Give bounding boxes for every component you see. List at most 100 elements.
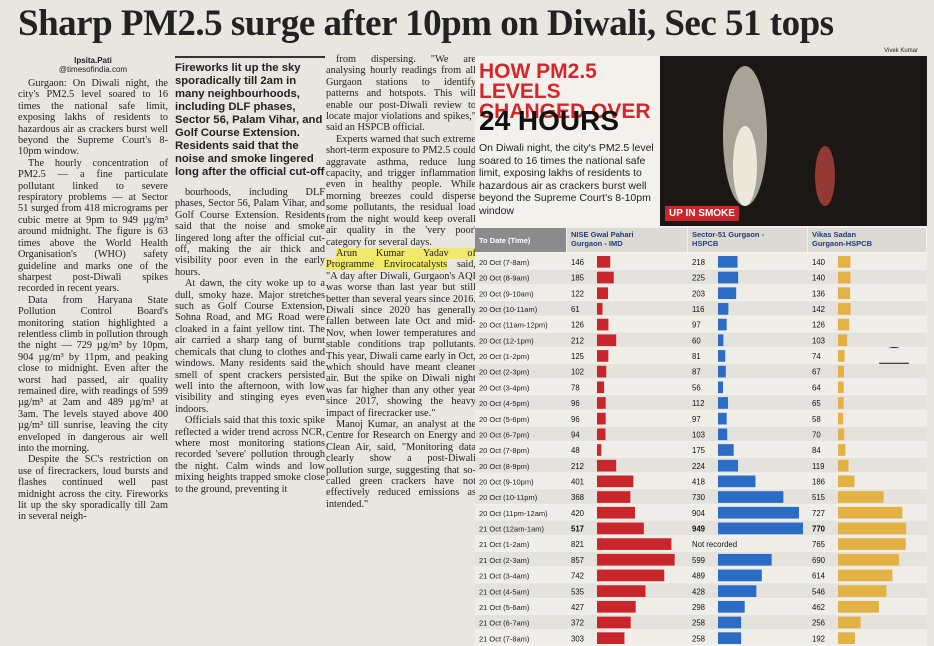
cell-value: 125 xyxy=(571,352,585,361)
bar xyxy=(597,553,675,566)
row-date: 20 Oct (11pm-12am) xyxy=(479,509,548,518)
cell-value: 770 xyxy=(812,525,826,534)
column-1: Ipsita.Pati @timesofindia.com Gurgaon: On… xyxy=(18,56,168,640)
bar xyxy=(838,287,851,300)
cell-value: 765 xyxy=(812,540,826,549)
bar xyxy=(718,350,726,362)
bar xyxy=(838,428,845,441)
bar xyxy=(718,553,772,566)
row-date: 20 Oct (5-6pm) xyxy=(479,415,530,424)
column-header-line: HSPCB xyxy=(692,239,719,248)
cell-value: 727 xyxy=(812,509,825,518)
bar xyxy=(838,475,855,488)
bar xyxy=(838,303,851,315)
bar xyxy=(838,538,906,550)
figure xyxy=(815,146,835,206)
bar xyxy=(718,271,739,284)
cell-value: 126 xyxy=(571,321,584,330)
cell-value: 64 xyxy=(812,383,821,392)
cell-value: 515 xyxy=(812,493,826,502)
row-bg xyxy=(475,489,927,504)
bar xyxy=(838,318,850,331)
column-header-line: Gurgaon-HSPCB xyxy=(812,239,873,248)
cell-value: 119 xyxy=(812,462,824,471)
cell-value: 546 xyxy=(812,587,825,596)
bar xyxy=(718,303,729,315)
cell-value: 126 xyxy=(812,321,825,330)
row-bg xyxy=(475,614,927,630)
bar xyxy=(597,506,636,519)
row-bg xyxy=(475,269,927,285)
row-date: 20 Oct (1-2pm) xyxy=(479,352,530,361)
bar xyxy=(597,256,611,268)
paragraph: The hourly concentration of PM2.5 — a fi… xyxy=(18,157,168,295)
column-header-line: Gurgaon - IMD xyxy=(571,239,623,248)
bar xyxy=(838,334,848,347)
bar xyxy=(838,444,846,456)
bar xyxy=(838,522,907,535)
cell-value: 690 xyxy=(812,556,826,565)
bar xyxy=(838,585,887,597)
cell-value: 949 xyxy=(692,525,706,534)
cell-value: 58 xyxy=(812,415,821,424)
row-bg xyxy=(475,301,927,316)
cell-value: 489 xyxy=(692,572,705,581)
bar xyxy=(597,522,644,535)
cell-value: 56 xyxy=(692,383,701,392)
row-bg xyxy=(475,630,927,645)
cell-value: 67 xyxy=(812,368,821,377)
bar xyxy=(597,585,646,597)
bar xyxy=(718,287,737,300)
row-date: 20 Oct (7-8am) xyxy=(479,258,530,267)
row-bg xyxy=(475,598,927,614)
bar xyxy=(597,334,617,347)
bar xyxy=(838,397,844,409)
highlight: Arun Kumar Yadav of Programme Envirocata… xyxy=(326,247,476,271)
bar xyxy=(597,318,609,331)
cell-value: 224 xyxy=(692,462,706,471)
bar xyxy=(838,600,879,613)
cell-value: 535 xyxy=(571,587,585,596)
row-bg xyxy=(475,473,927,489)
bar xyxy=(718,632,742,644)
cell-value: 103 xyxy=(812,336,825,345)
row-date: 21 Oct (6-7am) xyxy=(479,619,530,628)
column-body: from dispersing. "We are analysing hourl… xyxy=(326,54,476,248)
row-bg xyxy=(475,457,927,473)
bar xyxy=(718,506,799,519)
bar xyxy=(597,287,609,300)
row-date: 20 Oct (6-7pm) xyxy=(479,430,530,439)
bar xyxy=(597,412,606,425)
bar xyxy=(718,475,756,488)
cell-value: 428 xyxy=(692,587,705,596)
row-bg xyxy=(475,583,927,598)
row-date: 20 Oct (9-10pm) xyxy=(479,477,534,486)
column-header: Vikas Sadan Gurgaon-HSPCB xyxy=(812,230,873,248)
paragraph: Experts warned that such extreme short-t… xyxy=(326,133,476,248)
cell-value: 175 xyxy=(692,446,706,455)
row-date: 20 Oct (7-8pm) xyxy=(479,446,530,455)
row-date: 21 Oct (5-6am) xyxy=(479,603,530,612)
photo xyxy=(660,56,927,226)
bar xyxy=(718,491,784,503)
cell-value: 517 xyxy=(571,525,584,534)
byline: Ipsita.Pati @timesofindia.com xyxy=(18,56,168,74)
column-body: Gurgaon: On Diwali night, the city's PM2… xyxy=(18,78,168,523)
row-date: 21 Oct (2-3am) xyxy=(479,556,530,565)
bar xyxy=(838,271,851,284)
row-bg xyxy=(475,395,927,410)
bar xyxy=(838,256,851,268)
row-bg xyxy=(475,520,927,536)
cell-value: 185 xyxy=(571,274,585,283)
cell-value: 122 xyxy=(571,289,584,298)
bar xyxy=(597,381,605,394)
cell-value: 203 xyxy=(692,289,705,298)
bar xyxy=(718,585,757,597)
cell-value: 427 xyxy=(571,603,584,612)
text: said, "A day after Diwali, Gurgaon's AQI… xyxy=(326,259,476,419)
bar xyxy=(597,303,603,315)
cell-value: 70 xyxy=(812,430,821,439)
cell-value: 372 xyxy=(571,619,584,628)
cell-value: 742 xyxy=(571,572,584,581)
